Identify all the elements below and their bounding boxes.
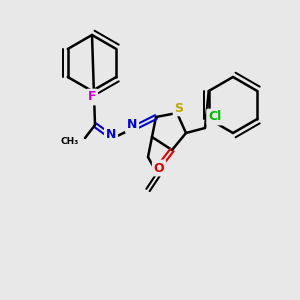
Text: S: S xyxy=(175,101,184,115)
Text: N: N xyxy=(106,128,116,142)
Text: CH₃: CH₃ xyxy=(61,137,79,146)
Text: N: N xyxy=(127,118,137,131)
Text: Cl: Cl xyxy=(208,110,221,124)
Text: F: F xyxy=(88,91,96,103)
Text: O: O xyxy=(154,161,164,175)
